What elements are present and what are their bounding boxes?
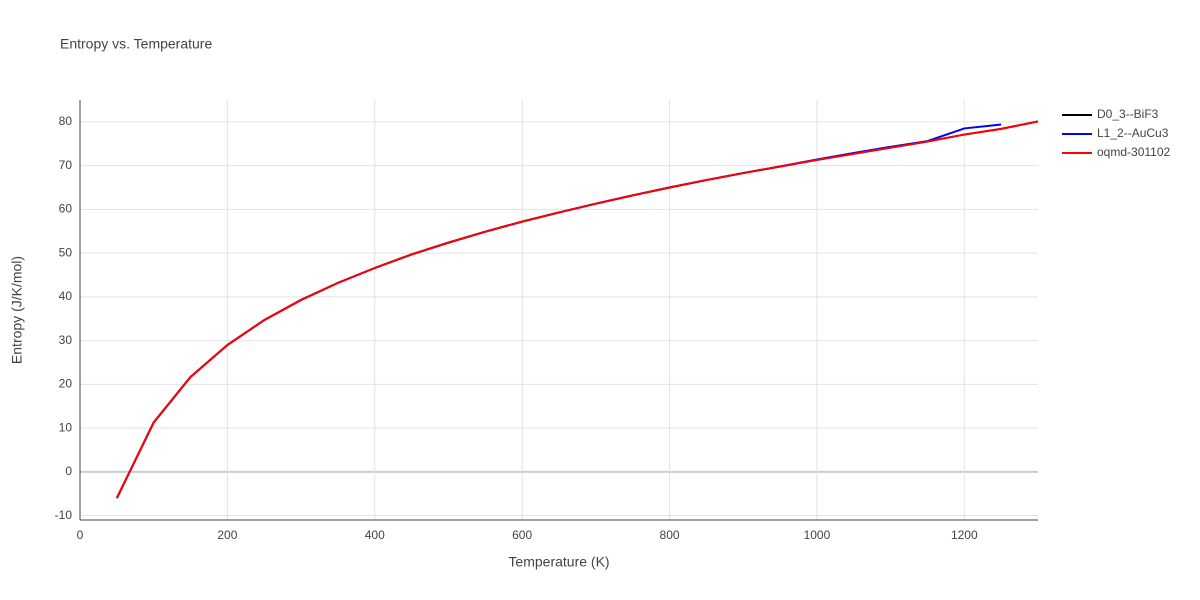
- line: [115, 120, 1039, 499]
- y-tick-label: 30: [59, 333, 73, 347]
- legend-label: D0_3--BiF3: [1097, 107, 1159, 121]
- y-tick-label: 60: [59, 202, 73, 216]
- x-tick-label: 1000: [804, 528, 831, 542]
- y-tick-label: -10: [55, 508, 73, 522]
- y-tick-label: 50: [59, 245, 73, 259]
- y-tick-label: 80: [59, 114, 73, 128]
- y-tick-label: 20: [59, 377, 73, 391]
- legend-label: oqmd-301102: [1097, 145, 1170, 159]
- y-axis-title: Entropy (J/K/mol): [9, 256, 25, 364]
- y-tick-label: 70: [59, 158, 73, 172]
- x-tick-label: 1200: [951, 528, 978, 542]
- y-tick-label: 40: [59, 289, 73, 303]
- x-tick-label: 0: [77, 528, 84, 542]
- x-tick-label: 800: [660, 528, 680, 542]
- line: [115, 123, 1002, 499]
- chart-title: Entropy vs. Temperature: [60, 36, 212, 52]
- y-tick-label: 0: [65, 464, 72, 478]
- x-axis-title: Temperature (K): [508, 554, 609, 570]
- legend-label: L1_2--AuCu3: [1097, 126, 1169, 140]
- x-tick-label: 200: [217, 528, 237, 542]
- line: [115, 120, 1039, 499]
- x-tick-label: 400: [365, 528, 385, 542]
- x-tick-label: 600: [512, 528, 532, 542]
- y-tick-label: 10: [59, 420, 73, 434]
